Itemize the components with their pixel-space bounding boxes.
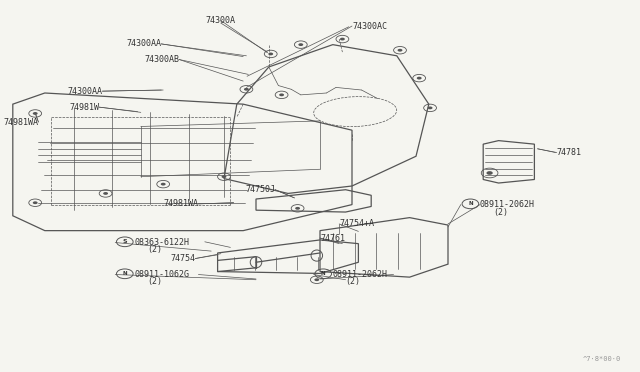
Text: (2): (2) — [147, 246, 162, 254]
Text: 74750J: 74750J — [245, 185, 275, 194]
Circle shape — [161, 183, 166, 186]
Circle shape — [397, 49, 403, 52]
Circle shape — [244, 88, 249, 91]
Text: 74300AA: 74300AA — [67, 87, 102, 96]
Circle shape — [103, 192, 108, 195]
Circle shape — [33, 112, 38, 115]
Circle shape — [279, 93, 284, 96]
Circle shape — [33, 201, 38, 204]
Text: 74981WA: 74981WA — [3, 118, 38, 126]
Text: 74754+A: 74754+A — [339, 219, 374, 228]
Text: (2): (2) — [346, 278, 360, 286]
Text: 74300A: 74300A — [206, 16, 236, 25]
Circle shape — [295, 207, 300, 210]
Circle shape — [268, 52, 273, 55]
Circle shape — [340, 38, 345, 41]
Circle shape — [428, 106, 433, 109]
Text: N: N — [122, 271, 127, 276]
Text: 74981WA: 74981WA — [163, 199, 198, 208]
Text: (2): (2) — [147, 278, 162, 286]
Text: 08911-1062G: 08911-1062G — [134, 270, 189, 279]
Text: 08911-2062H: 08911-2062H — [333, 270, 388, 279]
Text: N: N — [321, 271, 326, 276]
Text: S: S — [122, 239, 127, 244]
Text: 08363-6122H: 08363-6122H — [134, 238, 189, 247]
Circle shape — [314, 278, 319, 281]
Text: 74300AB: 74300AB — [144, 55, 179, 64]
Text: ^7·8*00·0: ^7·8*00·0 — [582, 356, 621, 362]
Text: 08911-2062H: 08911-2062H — [480, 200, 535, 209]
Text: N: N — [468, 201, 473, 206]
Text: 74781: 74781 — [557, 148, 582, 157]
Text: 74981W: 74981W — [69, 103, 99, 112]
Text: 74300AC: 74300AC — [352, 22, 387, 31]
Text: 74761: 74761 — [320, 234, 345, 243]
Circle shape — [417, 77, 422, 80]
Text: 74300AA: 74300AA — [126, 39, 161, 48]
Circle shape — [486, 171, 493, 175]
Text: 74754: 74754 — [170, 254, 195, 263]
Circle shape — [221, 175, 227, 178]
Text: (2): (2) — [493, 208, 508, 217]
Circle shape — [298, 43, 303, 46]
